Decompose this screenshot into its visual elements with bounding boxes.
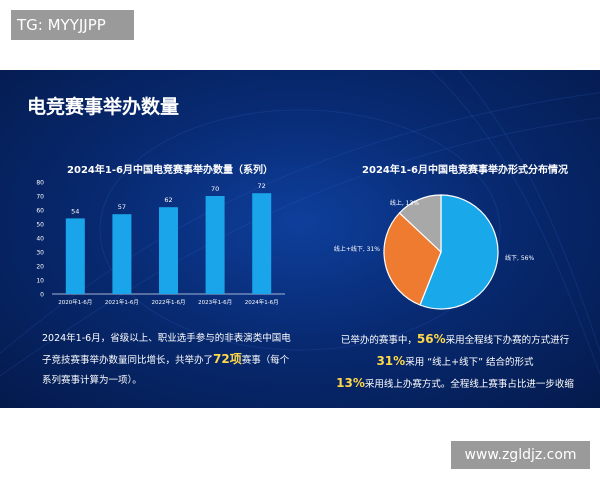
- pie-chart-title: 2024年1-6月中国电竞赛事举办形式分布情况: [362, 165, 568, 176]
- right-line-2-post: 采用 “线上+线下” 结合的形式: [405, 357, 534, 368]
- background-swirls: [0, 70, 600, 377]
- right-line-3: 13%采用线上办赛方式。全程线上赛事占比进一步收缩: [320, 373, 590, 395]
- left-text-highlight: 72项: [213, 352, 242, 366]
- bar-data-label: 62: [164, 196, 172, 204]
- x-tick-label: 2022年1-6月: [152, 298, 186, 306]
- right-line-3-highlight: 13%: [336, 376, 365, 390]
- y-tick-label: 70: [36, 194, 44, 201]
- y-tick-label: 60: [36, 208, 44, 215]
- right-description: 已举办的赛事中，56%采用全程线下办赛的方式进行 31%采用 “线上+线下” 结…: [320, 329, 590, 395]
- right-line-1-pre: 已举办的赛事中，: [340, 335, 417, 346]
- infographic-panel: 电竞赛事举办数量 2024年1-6月中国电竞赛事举办数量（系列） 2024年1-…: [0, 70, 600, 408]
- pie-slice-label: 线下, 56%: [505, 254, 534, 262]
- right-line-1-highlight: 56%: [416, 332, 446, 346]
- y-tick-label: 10: [36, 278, 44, 285]
- bar: [112, 214, 132, 294]
- y-tick-label: 50: [36, 222, 44, 229]
- bar-chart-title: 2024年1-6月中国电竞赛事举办数量（系列）: [67, 165, 273, 176]
- pie-slice: [419, 194, 499, 310]
- bar-data-label: 54: [71, 207, 79, 215]
- bar: [252, 193, 272, 294]
- x-tick-label: 2020年1-6月: [58, 298, 92, 306]
- x-tick-label: 2023年1-6月: [198, 298, 232, 306]
- pie-chart: 线下, 56% 线上+线下, 31% 线上, 13%: [334, 194, 534, 310]
- right-line-2: 31%采用 “线上+线下” 结合的形式: [320, 351, 590, 373]
- y-tick-label: 30: [36, 250, 44, 257]
- pie-slice-label: 线上, 13%: [390, 199, 419, 207]
- right-line-1: 已举办的赛事中，56%采用全程线下办赛的方式进行: [320, 329, 590, 351]
- right-line-2-highlight: 31%: [376, 354, 406, 368]
- y-tick-label: 0: [40, 292, 44, 299]
- left-text-part1: 2024年1-6月，省级以上、职业选手参与的非表演类中国电子竞技赛事举办数量同比…: [42, 333, 291, 366]
- watermark-bottom: www.zgldjz.com: [451, 441, 590, 469]
- bar-data-label: 70: [211, 185, 219, 193]
- left-description: 2024年1-6月，省级以上、职业选手参与的非表演类中国电子竞技赛事举办数量同比…: [42, 329, 292, 391]
- y-tick-label: 40: [36, 236, 44, 243]
- panel-title: 电竞赛事举办数量: [27, 96, 180, 118]
- y-tick-label: 20: [36, 264, 44, 271]
- left-text-part2: 赛事（每个系列赛事计算为一项）。: [42, 355, 290, 386]
- bar: [159, 207, 178, 294]
- bar-data-label: 72: [258, 182, 266, 190]
- bar: [65, 218, 85, 294]
- right-line-1-post: 采用全程线下办赛的方式进行: [445, 335, 570, 346]
- x-tick-label: 2024年1-6月: [245, 298, 279, 306]
- pie-slice: [398, 194, 442, 254]
- y-tick-label: 80: [36, 180, 44, 187]
- bar-chart: 0 10 20 30 40 50 60 70 80 54 2020年1-6月 57 2021年1-6月 6…: [36, 180, 285, 306]
- pie-slice: [383, 212, 442, 306]
- bar: [205, 196, 225, 294]
- right-line-3-post: 采用线上办赛方式。全程线上赛事占比进一步收缩: [364, 379, 574, 390]
- pie-slice-label: 线上+线下, 31%: [334, 245, 380, 253]
- x-tick-label: 2021年1-6月: [105, 298, 139, 306]
- watermark-top: TG: MYYJJPP: [11, 10, 134, 40]
- bar-data-label: 57: [118, 203, 126, 211]
